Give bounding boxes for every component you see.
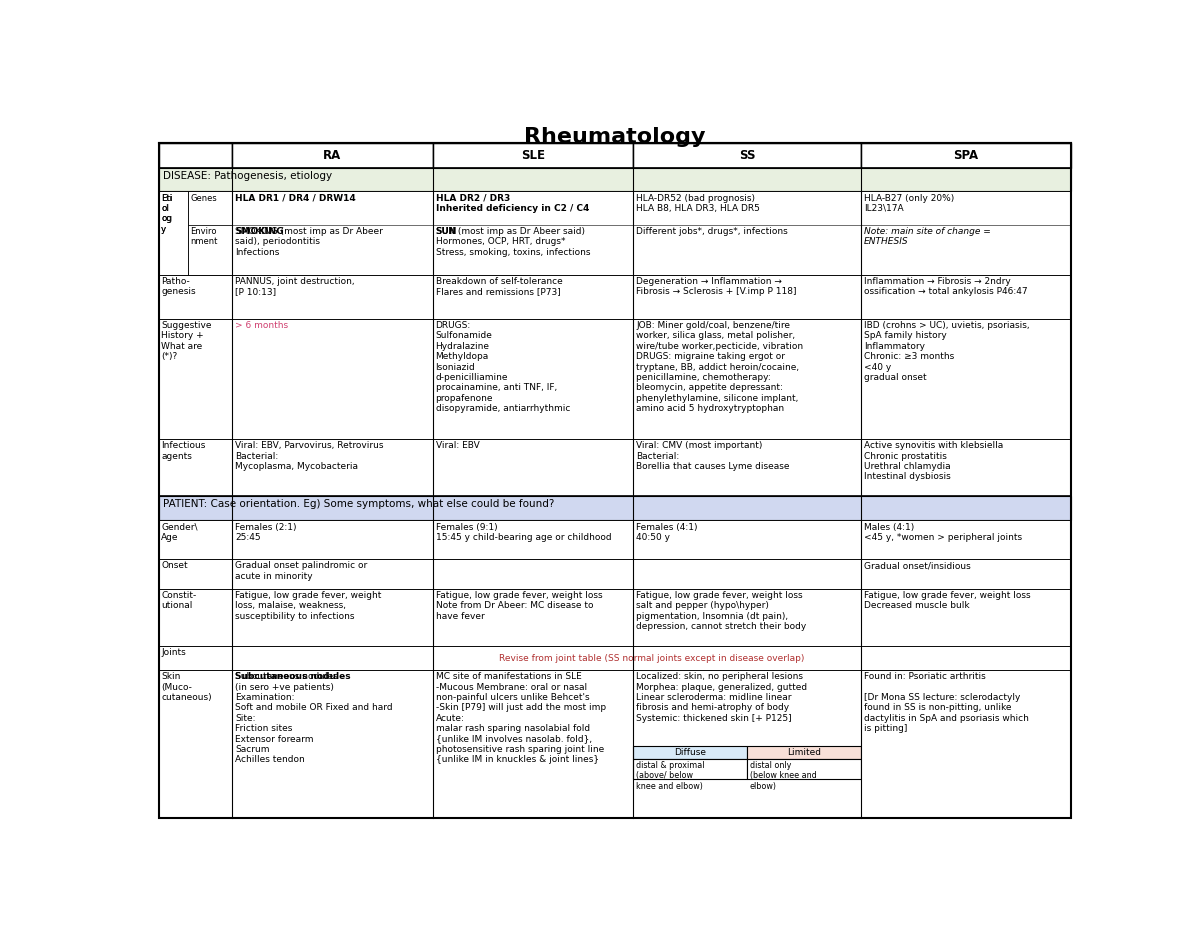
- Bar: [160, 589, 233, 646]
- Text: Localized: skin, no peripheral lesions
Morphea: plaque, generalized, gutted
Line: Localized: skin, no peripheral lesions M…: [636, 672, 808, 723]
- Text: IBD (crohns > UC), uvietis, psoriasis,
SpA family history
Inflammatory
Chronic: : IBD (crohns > UC), uvietis, psoriasis, S…: [864, 321, 1030, 382]
- Text: Diffuse: Diffuse: [674, 748, 706, 757]
- Text: DISEASE: Pathogenesis, etiology: DISEASE: Pathogenesis, etiology: [163, 171, 332, 181]
- Text: Gradual onset palindromic or
acute in minority: Gradual onset palindromic or acute in mi…: [235, 562, 367, 580]
- Text: SMOKING (most imp as Dr Abeer
said), periodontitis
Infections: SMOKING (most imp as Dr Abeer said), per…: [235, 227, 383, 257]
- Text: SUN (most imp as Dr Abeer said)
Hormones, OCP, HRT, drugs*
Stress, smoking, toxi: SUN (most imp as Dr Abeer said) Hormones…: [436, 227, 590, 257]
- Bar: [862, 559, 1070, 589]
- Bar: [433, 274, 634, 319]
- Bar: [160, 646, 233, 670]
- Text: Enviro
nment: Enviro nment: [191, 227, 217, 247]
- Bar: [233, 319, 433, 439]
- Text: Viral: EBV, Parvovirus, Retrovirus
Bacterial:
Mycoplasma, Mycobacteria: Viral: EBV, Parvovirus, Retrovirus Bacte…: [235, 441, 384, 471]
- Text: Eti
ol
og
y: Eti ol og y: [161, 194, 173, 234]
- Bar: [233, 144, 433, 169]
- Text: Subcutaneous nodules: Subcutaneous nodules: [235, 672, 350, 681]
- Bar: [634, 559, 862, 589]
- Text: Limited: Limited: [787, 748, 821, 757]
- Text: Revise from joint table (SS normal joints except in disease overlap): Revise from joint table (SS normal joint…: [499, 654, 804, 663]
- Bar: [634, 319, 862, 439]
- Text: Inflammation → Fibrosis → 2ndry
ossification → total ankylosis P46:47: Inflammation → Fibrosis → 2ndry ossifica…: [864, 277, 1027, 296]
- Text: Joints: Joints: [161, 648, 186, 657]
- Bar: [233, 646, 1070, 670]
- Text: Suggestive
History +
What are
(*)?: Suggestive History + What are (*)?: [161, 321, 211, 362]
- Bar: [188, 224, 233, 274]
- Bar: [433, 589, 634, 646]
- Bar: [862, 670, 1070, 818]
- Text: Fatigue, low grade fever, weight loss
Note from Dr Abeer: MC disease to
have fev: Fatigue, low grade fever, weight loss No…: [436, 590, 602, 621]
- Bar: [433, 439, 634, 496]
- Bar: [634, 439, 862, 496]
- Text: Genes: Genes: [191, 194, 217, 203]
- Text: SS: SS: [739, 149, 756, 162]
- Bar: [160, 191, 188, 274]
- Text: Active synovitis with klebsiella
Chronic prostatitis
Urethral chlamydia
Intestin: Active synovitis with klebsiella Chronic…: [864, 441, 1003, 481]
- Text: HLA DR1 / DR4 / DRW14: HLA DR1 / DR4 / DRW14: [235, 194, 355, 203]
- Text: Viral: CMV (most important)
Bacterial:
Borellia that causes Lyme disease: Viral: CMV (most important) Bacterial: B…: [636, 441, 790, 471]
- Text: Females (9:1)
15:45 y child-bearing age or childhood: Females (9:1) 15:45 y child-bearing age …: [436, 523, 611, 542]
- Text: SLE: SLE: [521, 149, 545, 162]
- Text: Rheumatology: Rheumatology: [524, 127, 706, 147]
- Text: DRUGS:
Sulfonamide
Hydralazine
Methyldopa
Isoniazid
d-penicilliamine
procainamin: DRUGS: Sulfonamide Hydralazine Methyldop…: [436, 321, 570, 413]
- Text: Viral: EBV: Viral: EBV: [436, 441, 479, 451]
- Text: SMOKING: SMOKING: [235, 227, 283, 235]
- Text: Skin
(Muco-
cutaneous): Skin (Muco- cutaneous): [161, 672, 211, 702]
- Bar: [862, 439, 1070, 496]
- Bar: [233, 520, 433, 559]
- Text: Infectious
agents: Infectious agents: [161, 441, 205, 461]
- Bar: [160, 670, 233, 818]
- Text: HLA-DR52 (bad prognosis)
HLA B8, HLA DR3, HLA DR5: HLA-DR52 (bad prognosis) HLA B8, HLA DR3…: [636, 194, 760, 213]
- Bar: [862, 274, 1070, 319]
- Bar: [634, 274, 862, 319]
- Bar: [188, 191, 233, 224]
- Bar: [233, 191, 433, 274]
- Bar: [160, 496, 1070, 520]
- Text: Note: main site of change =
ENTHESIS: Note: main site of change = ENTHESIS: [864, 227, 991, 247]
- Text: Fatigue, low grade fever, weight loss
Decreased muscle bulk: Fatigue, low grade fever, weight loss De…: [864, 590, 1031, 610]
- Bar: [748, 746, 862, 759]
- Text: Eti
ol
og
y: Eti ol og y: [161, 194, 172, 234]
- Text: SUN: SUN: [436, 227, 457, 235]
- Bar: [433, 670, 634, 818]
- Bar: [160, 274, 233, 319]
- Text: MC site of manifestations in SLE
-Mucous Membrane: oral or nasal
non-painful ulc: MC site of manifestations in SLE -Mucous…: [436, 672, 606, 765]
- Bar: [160, 439, 233, 496]
- Text: Fatigue, low grade fever, weight loss
salt and pepper (hypo\hyper)
pigmentation,: Fatigue, low grade fever, weight loss sa…: [636, 590, 806, 631]
- Text: PANNUS, joint destruction,
[P 10:13]: PANNUS, joint destruction, [P 10:13]: [235, 277, 355, 296]
- Text: Subcutaneous nodules
(in sero +ve patients)
Examination:
Soft and mobile OR Fixe: Subcutaneous nodules (in sero +ve patien…: [235, 672, 392, 765]
- Bar: [634, 759, 748, 779]
- Text: Gradual onset/insidious: Gradual onset/insidious: [864, 562, 971, 570]
- Text: HLA DR2 / DR3
Inherited deficiency in C2 / C4: HLA DR2 / DR3 Inherited deficiency in C2…: [436, 194, 589, 213]
- Bar: [433, 144, 634, 169]
- Bar: [160, 319, 233, 439]
- Text: PATIENT: Case orientation. Eg) Some symptoms, what else could be found?: PATIENT: Case orientation. Eg) Some symp…: [163, 500, 554, 509]
- Bar: [862, 191, 1070, 274]
- Text: Breakdown of self-tolerance
Flares and remissions [P73]: Breakdown of self-tolerance Flares and r…: [436, 277, 563, 296]
- Bar: [433, 559, 634, 589]
- Text: Onset: Onset: [161, 562, 187, 570]
- Text: Gender\
Age: Gender\ Age: [161, 523, 198, 542]
- Bar: [160, 559, 233, 589]
- Bar: [233, 559, 433, 589]
- Text: Found in: Psoriatic arthritis

[Dr Mona SS lecture: sclerodactyly
found in SS is: Found in: Psoriatic arthritis [Dr Mona S…: [864, 672, 1028, 733]
- Bar: [233, 589, 433, 646]
- Text: RA: RA: [323, 149, 342, 162]
- Text: Different jobs*, drugs*, infections: Different jobs*, drugs*, infections: [636, 227, 787, 235]
- Bar: [160, 191, 233, 274]
- Bar: [862, 520, 1070, 559]
- Bar: [634, 746, 748, 759]
- Bar: [433, 520, 634, 559]
- Text: Patho-
genesis: Patho- genesis: [161, 277, 196, 296]
- Bar: [862, 589, 1070, 646]
- Bar: [433, 319, 634, 439]
- Text: JOB: Miner gold/coal, benzene/tire
worker, silica glass, metal polisher,
wire/tu: JOB: Miner gold/coal, benzene/tire worke…: [636, 321, 803, 413]
- Bar: [748, 759, 862, 779]
- Bar: [160, 144, 233, 169]
- Bar: [634, 589, 862, 646]
- Bar: [160, 520, 233, 559]
- Text: Females (4:1)
40:50 y: Females (4:1) 40:50 y: [636, 523, 697, 542]
- Text: Males (4:1)
<45 y, *women > peripheral joints: Males (4:1) <45 y, *women > peripheral j…: [864, 523, 1022, 542]
- Text: distal & proximal
(above/ below
knee and elbow): distal & proximal (above/ below knee and…: [636, 761, 704, 791]
- Text: HLA-B27 (only 20%)
IL23\17A: HLA-B27 (only 20%) IL23\17A: [864, 194, 954, 213]
- Text: distal only
(below knee and
elbow): distal only (below knee and elbow): [750, 761, 817, 791]
